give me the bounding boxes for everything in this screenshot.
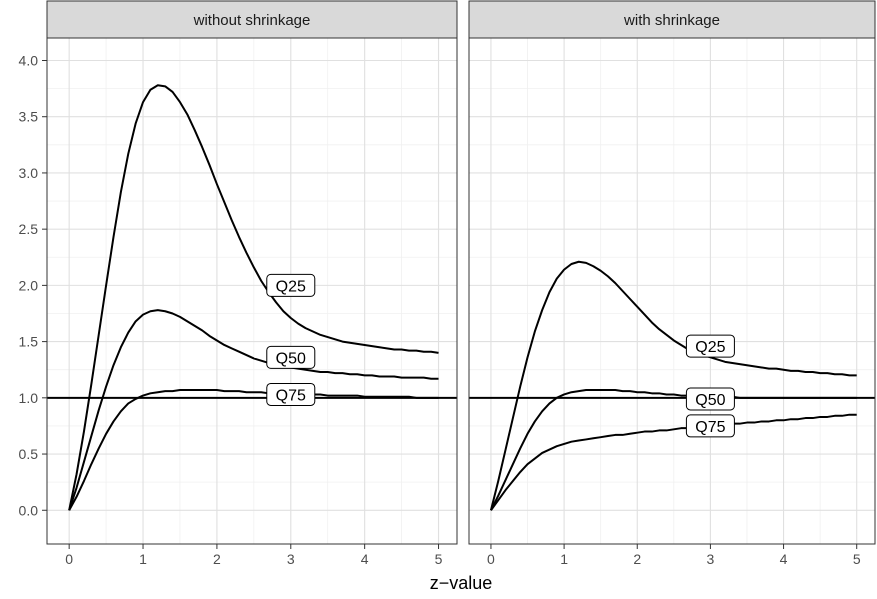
y-axis: 0.0 0.5 1.0 1.5 2.0 2.5 3.0 3.5 4.0: [19, 52, 47, 518]
y-tick-label: 0.0: [19, 502, 39, 518]
facet-panel-with-shrinkage: with shrinkage Q25 Q50 Q75 0 1 2 3 4 5: [468, 0, 876, 567]
x-axis-title: z−value: [430, 573, 493, 593]
x-tick-label: 3: [707, 551, 715, 567]
x-tick-label: 5: [435, 551, 443, 567]
y-tick-label: 2.0: [19, 277, 39, 293]
x-tick-label: 2: [213, 551, 221, 567]
x-tick-label: 0: [65, 551, 73, 567]
y-tick-label: 1.0: [19, 390, 39, 406]
series-label-q75: Q75: [685, 414, 735, 438]
svg-text:Q75: Q75: [276, 387, 306, 404]
svg-text:Q50: Q50: [276, 350, 306, 367]
x-tick-label: 3: [287, 551, 295, 567]
x-tick-label: 4: [361, 551, 369, 567]
series-line-q25: [68, 84, 439, 511]
y-tick-label: 3.0: [19, 165, 39, 181]
x-tick-label: 2: [633, 551, 641, 567]
facet-title: without shrinkage: [193, 12, 311, 29]
svg-text:Q75: Q75: [695, 419, 725, 436]
series-line-q75: [68, 388, 439, 511]
series-label-q75: Q75: [266, 382, 316, 406]
svg-text:Q25: Q25: [695, 339, 725, 356]
y-tick-label: 0.5: [19, 446, 39, 462]
svg-text:Q50: Q50: [695, 392, 725, 409]
svg-text:Q25: Q25: [276, 278, 306, 295]
x-tick-label: 1: [139, 551, 147, 567]
x-tick-label: 5: [853, 551, 861, 567]
series-line-q50: [490, 388, 857, 511]
y-tick-label: 1.5: [19, 334, 39, 350]
series-label-q25: Q25: [685, 334, 735, 358]
facet-panel-without-shrinkage: without shrinkage Q25 Q50 Q75 0 1 2 3 4 5: [46, 0, 458, 567]
y-tick-label: 2.5: [19, 221, 39, 237]
series-label-q50: Q50: [266, 345, 316, 369]
y-tick-label: 4.0: [19, 52, 39, 68]
series-line-q50: [68, 309, 439, 511]
series-line-q75: [490, 413, 857, 511]
series-line-q25: [489, 260, 857, 511]
x-tick-label: 1: [560, 551, 568, 567]
facet-title: with shrinkage: [623, 12, 720, 29]
series-label-q50: Q50: [685, 387, 735, 411]
x-tick-label: 4: [780, 551, 788, 567]
x-tick-label: 0: [487, 551, 495, 567]
y-tick-label: 3.5: [19, 109, 39, 125]
series-label-q25: Q25: [266, 273, 316, 297]
